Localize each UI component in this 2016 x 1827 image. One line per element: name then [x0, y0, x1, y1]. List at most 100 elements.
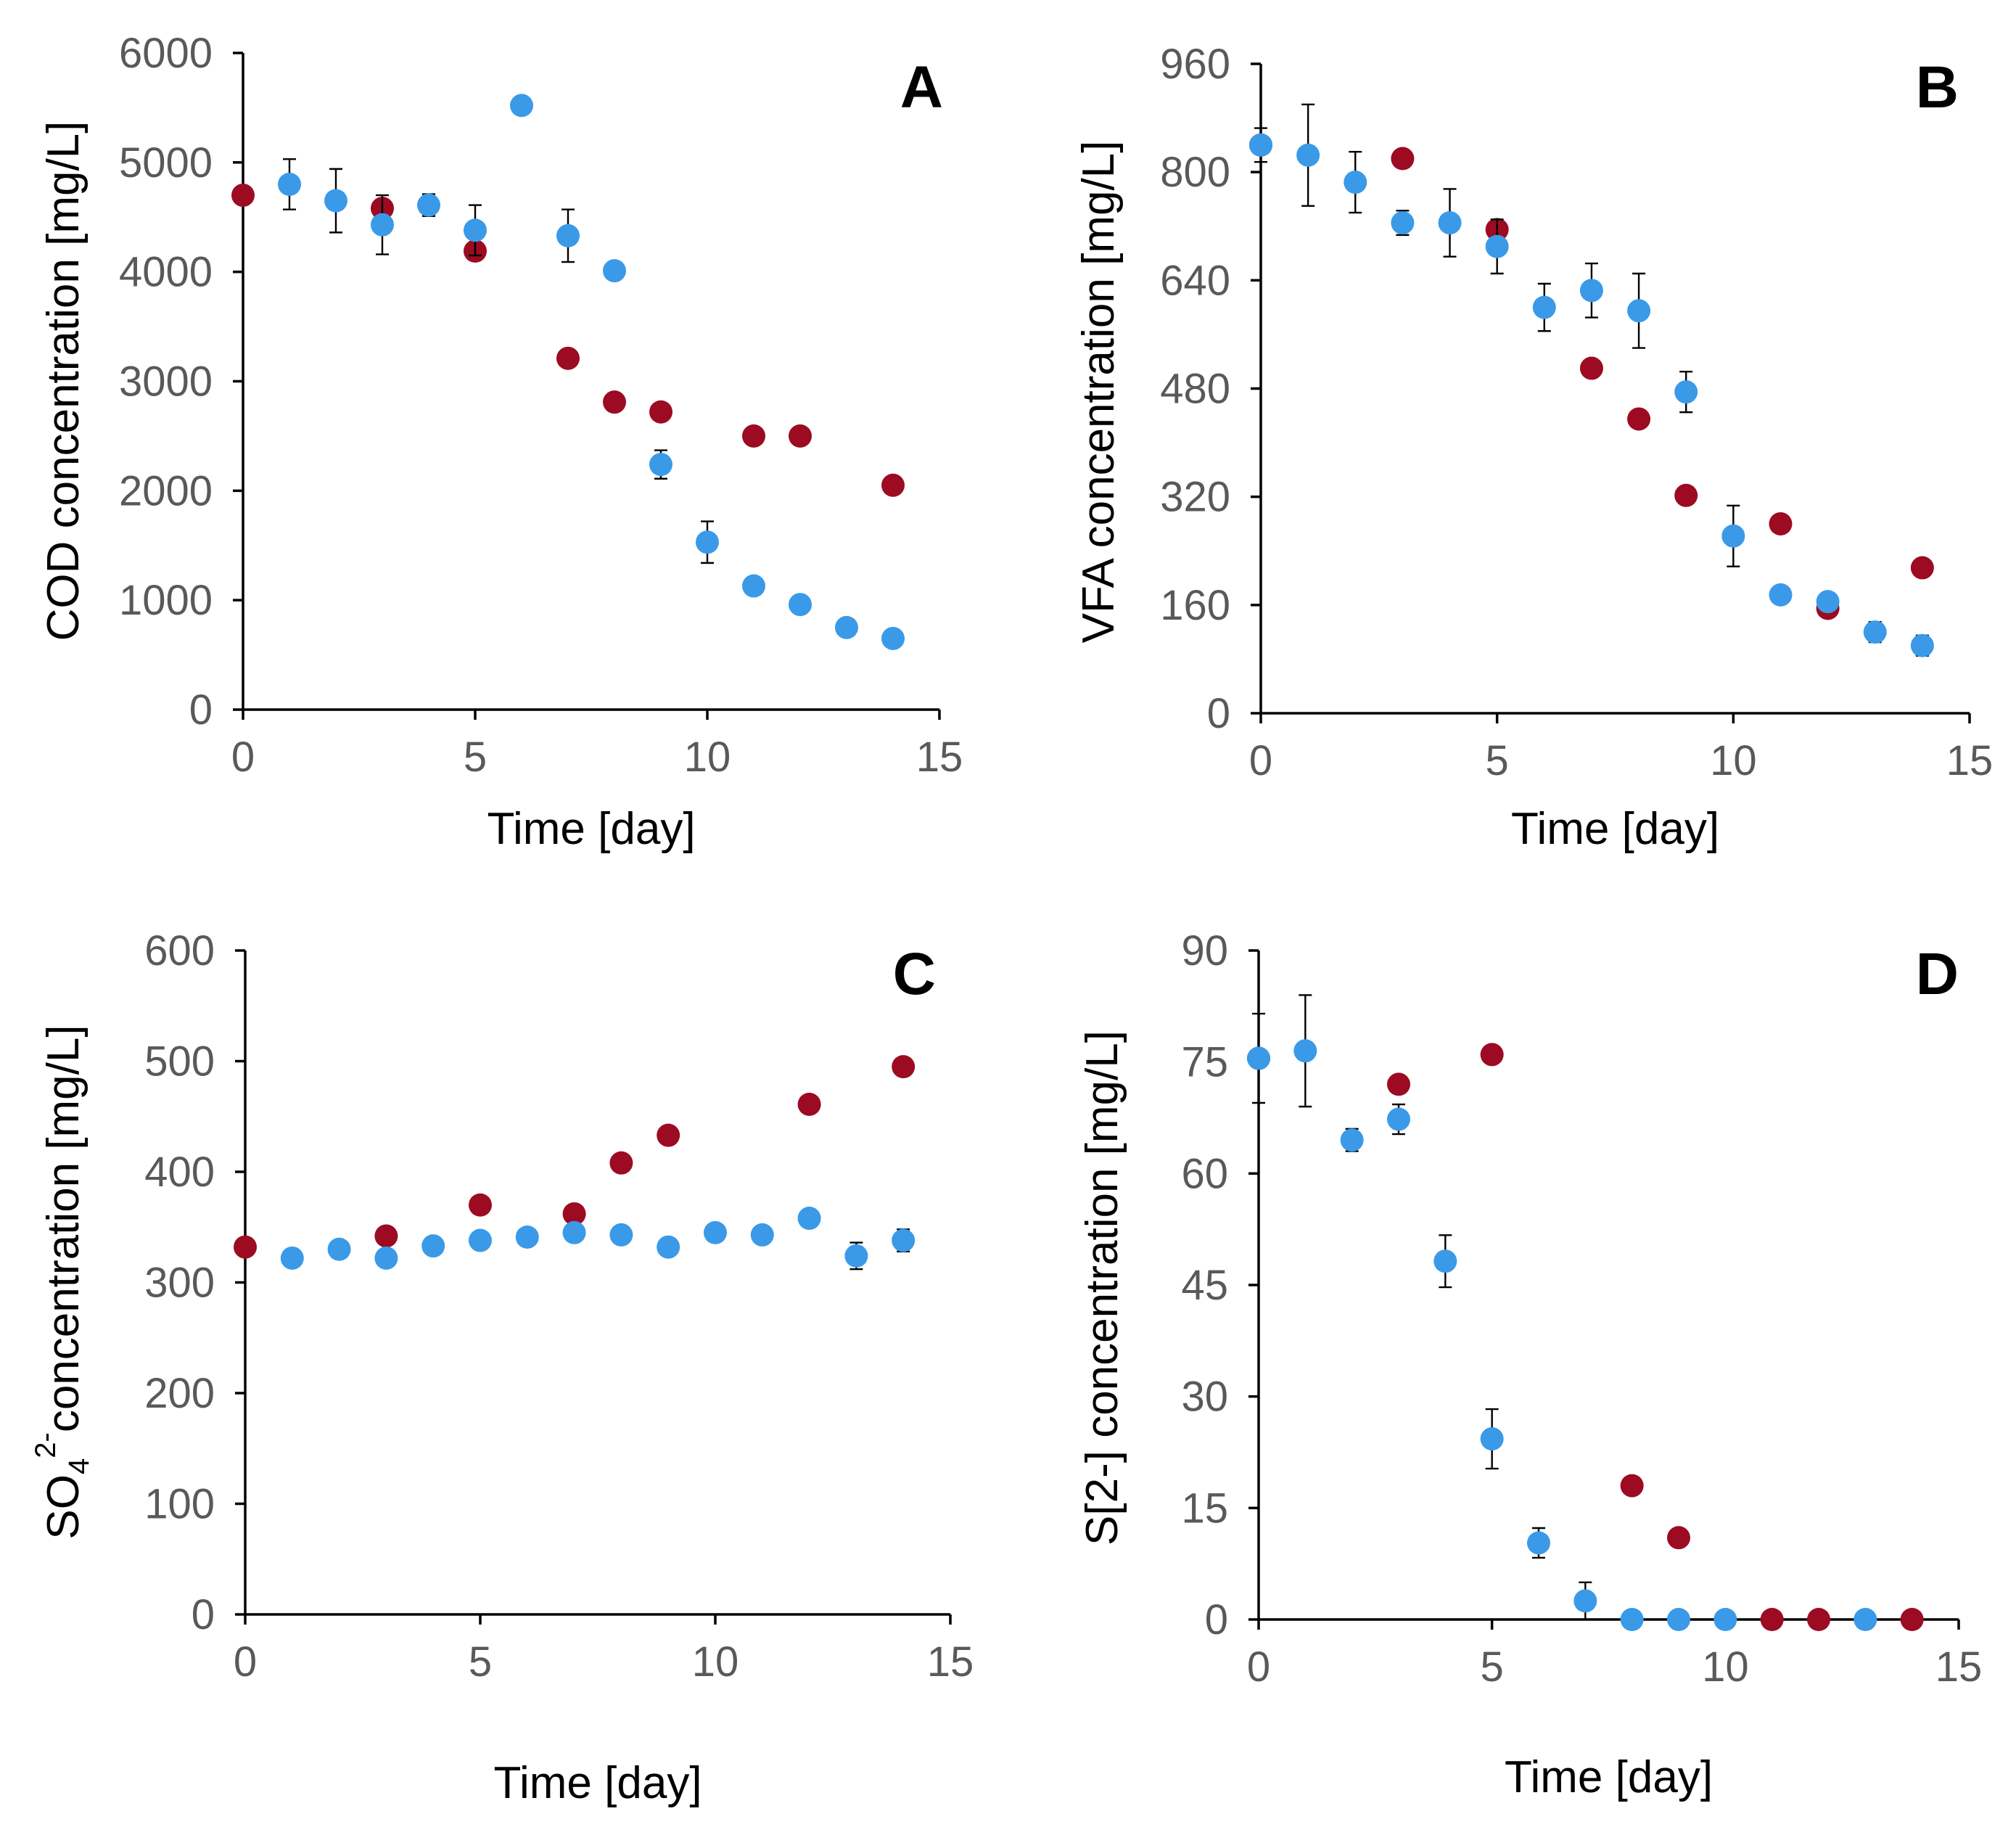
- panel-a: COD concentration [mg/L] 0 1000 2000 3000 40…: [38, 30, 963, 854]
- panel-a-blue-point: [742, 574, 765, 598]
- panel-d: S[2-] concentration [mg/L] 0 15 30 45 60 75 90…: [1077, 927, 1982, 1802]
- panel-d-y-tick-label: 30: [1181, 1374, 1228, 1421]
- panel-a-x-tick-label: 0: [231, 734, 255, 781]
- panel-d-x-tick-label: 10: [1702, 1643, 1749, 1691]
- panel-b-red-point: [1579, 356, 1603, 380]
- panel-b-y-tick-label: 640: [1160, 257, 1230, 304]
- panel-a-blue-point: [789, 593, 812, 617]
- panel-b-blue-point: [1296, 143, 1320, 167]
- panel-b-letter: B: [1916, 54, 1959, 120]
- panel-b: VFA concentration [mg/L] 0 160 320 480 640 80…: [1074, 41, 1993, 854]
- panel-b-red-point: [1627, 407, 1651, 431]
- panel-b-y-tick-label: 960: [1160, 41, 1230, 88]
- panel-d-x-tick-label: 0: [1247, 1643, 1270, 1691]
- panel-b-blue-point: [1485, 234, 1509, 258]
- panel-a-ylabel: COD concentration [mg/L]: [38, 121, 89, 641]
- panel-c-ylabel-sup: 2-: [30, 1432, 62, 1458]
- panel-a-y-tick-label: 0: [189, 686, 213, 734]
- panel-c-blue-point: [844, 1244, 868, 1268]
- panel-a-y-tick-label: 2000: [119, 467, 213, 514]
- panel-d-xlabel: Time [day]: [1505, 1752, 1713, 1802]
- panel-d-y-tick-label: 60: [1181, 1150, 1228, 1197]
- panel-a-blue-point: [603, 259, 626, 283]
- panel-d-y-tick-label: 90: [1181, 927, 1228, 974]
- panel-c-blue-point: [515, 1225, 539, 1249]
- panel-d-y-tick-label: 15: [1181, 1485, 1228, 1532]
- panel-c-ylabel-rest: concentration [mg/L]: [38, 1025, 89, 1432]
- panel-d-blue-point: [1293, 1039, 1317, 1063]
- panel-c: SO42-concentration [mg/L] 01002003004005…: [30, 927, 974, 1808]
- panel-c-blue-point: [750, 1223, 774, 1247]
- panel-c-blue-point: [609, 1223, 633, 1247]
- panel-b-red-point: [1391, 147, 1415, 171]
- panel-c-y-tick-label: 100: [144, 1481, 215, 1528]
- panel-b-blue-point: [1816, 590, 1840, 614]
- panel-c-y-tick-label: 600: [144, 927, 215, 974]
- panel-c-x-tick-label: 15: [927, 1638, 974, 1686]
- panel-a-blue-point: [510, 94, 533, 118]
- panel-b-blue-point: [1579, 279, 1603, 303]
- panel-a-y-tick-label: 5000: [119, 139, 213, 186]
- panel-a-blue-point: [324, 189, 347, 213]
- panel-a-x-tick-label: 5: [464, 734, 487, 781]
- panel-c-red-point: [609, 1151, 633, 1175]
- panel-b-red-point: [1910, 556, 1934, 580]
- panel-d-y-tick-label: 0: [1205, 1596, 1228, 1643]
- panel-b-blue-point: [1249, 133, 1272, 157]
- panel-d-blue-point: [1573, 1589, 1597, 1613]
- panel-d-ylabel: S[2-] concentration [mg/L]: [1077, 1030, 1127, 1545]
- panel-a-y-tick-label: 3000: [119, 358, 213, 406]
- panel-c-ylabel-main: SO: [38, 1474, 89, 1540]
- panel-b-blue-point: [1532, 295, 1556, 319]
- panel-c-y-tick-label: 400: [144, 1149, 215, 1196]
- panel-d-blue-point: [1854, 1608, 1877, 1631]
- panel-a-y-tick-label: 1000: [119, 577, 213, 624]
- panel-d-blue-point: [1620, 1608, 1644, 1631]
- panel-b-blue-point: [1769, 583, 1793, 607]
- panel-d-blue-point: [1667, 1608, 1690, 1631]
- panel-b-blue-point: [1674, 380, 1698, 404]
- panel-a-blue-point: [417, 193, 440, 217]
- panel-b-x-tick-label: 10: [1710, 737, 1757, 784]
- panel-a-blue-point: [371, 213, 394, 237]
- panel-a-blue-point: [556, 223, 580, 247]
- panel-c-y-tick-label: 0: [192, 1591, 215, 1638]
- panel-c-xlabel: Time [day]: [493, 1758, 702, 1808]
- panel-c-ylabel: SO42-concentration [mg/L]: [30, 1025, 95, 1539]
- panel-c-x-tick-label: 10: [692, 1638, 739, 1686]
- panel-a-x-tick-label: 15: [916, 734, 963, 781]
- panel-c-blue-point: [704, 1220, 727, 1244]
- panel-a-blue-point: [649, 453, 672, 477]
- panel-a-x-tick-label: 10: [684, 734, 731, 781]
- panel-a-blue-point: [464, 218, 487, 242]
- panel-d-red-point: [1620, 1474, 1644, 1498]
- panel-d-red-point: [1760, 1608, 1784, 1631]
- panel-b-ylabel: VFA concentration [mg/L]: [1074, 141, 1124, 644]
- panel-a-red-point: [556, 346, 580, 370]
- panel-c-x-tick-label: 5: [469, 1638, 492, 1686]
- panel-d-blue-point: [1340, 1128, 1364, 1152]
- panel-c-red-point: [562, 1202, 586, 1225]
- panel-d-red-point: [1807, 1608, 1830, 1631]
- panel-c-red-point: [234, 1235, 257, 1259]
- panel-d-letter: D: [1916, 941, 1959, 1007]
- panel-a-red-point: [881, 473, 905, 497]
- panel-c-blue-point: [797, 1207, 821, 1231]
- panel-d-blue-point: [1247, 1046, 1270, 1070]
- panel-b-x-tick-label: 5: [1486, 737, 1509, 784]
- panel-c-blue-point: [892, 1228, 916, 1252]
- panel-d-red-point: [1387, 1072, 1410, 1096]
- panel-a-blue-point: [696, 530, 719, 554]
- panel-d-red-point: [1480, 1043, 1504, 1067]
- panel-a-red-point: [742, 424, 765, 448]
- panel-c-red-point: [374, 1224, 398, 1248]
- panel-a-letter: A: [900, 54, 943, 120]
- panel-a-blue-point: [278, 173, 301, 196]
- panel-c-blue-point: [280, 1246, 304, 1270]
- panel-c-x-tick-label: 0: [234, 1638, 257, 1686]
- panel-d-red-point: [1900, 1608, 1924, 1631]
- panel-d-y-tick-label: 45: [1181, 1262, 1228, 1309]
- panel-c-blue-point: [562, 1220, 586, 1244]
- panel-c-blue-point: [374, 1246, 398, 1270]
